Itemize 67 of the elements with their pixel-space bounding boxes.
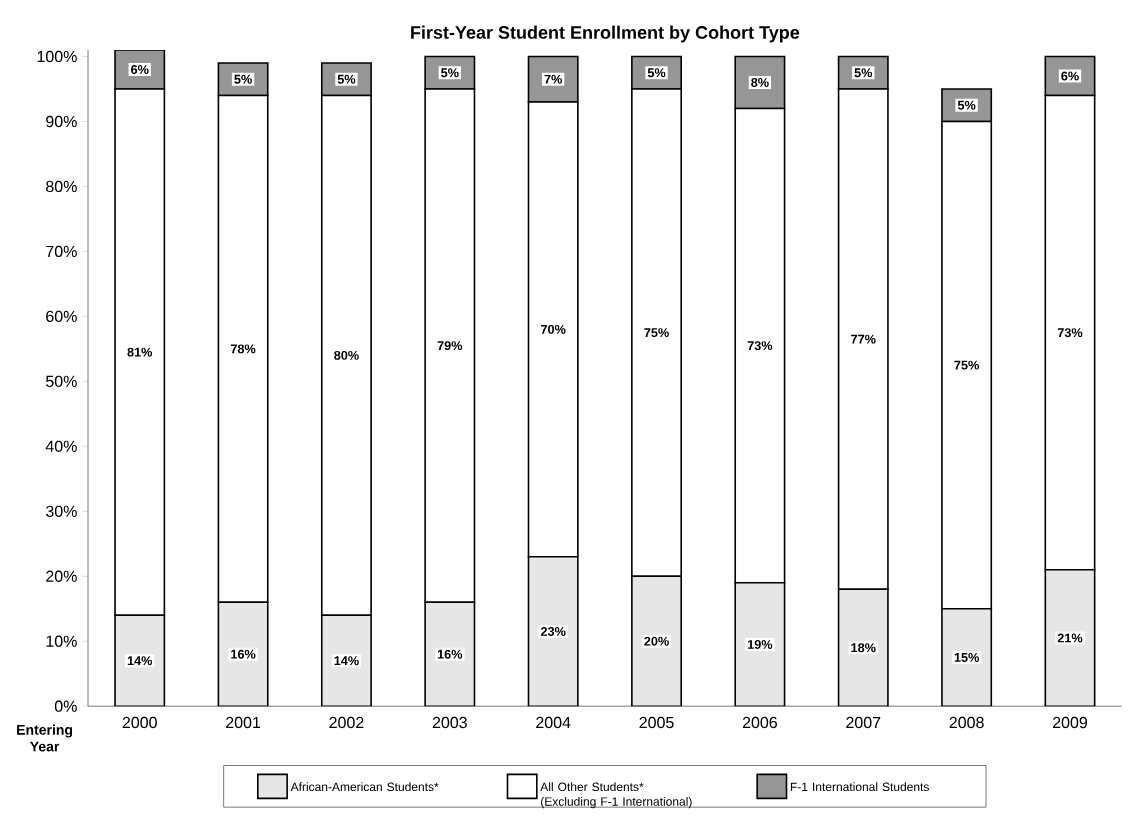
y-tick-label: 0%	[54, 700, 77, 713]
legend-label: F-1 International Students	[790, 782, 929, 792]
x-tick-label: 2002	[329, 717, 364, 729]
data-label: 16%	[231, 649, 256, 659]
data-label: 6%	[1061, 71, 1079, 81]
data-label: 75%	[644, 328, 669, 338]
x-tick-label: 2005	[639, 717, 674, 729]
data-label: 18%	[851, 643, 876, 653]
y-tick-label: 10%	[46, 635, 77, 648]
y-tick-label: 50%	[46, 375, 77, 388]
data-label: 19%	[748, 640, 773, 650]
chart-title: First-Year Student Enrollment by Cohort Type	[411, 25, 800, 43]
x-tick-label: 2007	[846, 717, 881, 729]
y-tick-label: 100%	[37, 51, 77, 63]
data-label: 15%	[954, 653, 979, 663]
x-tick-label: 2004	[536, 717, 571, 729]
data-label: 5%	[441, 68, 459, 78]
bar	[527, 556, 579, 707]
data-label: 7%	[544, 74, 562, 84]
bar	[631, 575, 682, 707]
data-label: 73%	[1057, 328, 1083, 338]
data-label: 73%	[747, 341, 773, 351]
data-label: 14%	[127, 656, 153, 666]
y-tick-label: 80%	[46, 180, 77, 193]
bar	[424, 601, 476, 707]
data-label: 75%	[954, 360, 979, 370]
x-tick-label: 2003	[432, 717, 467, 729]
x-tick-label: 2006	[742, 717, 777, 729]
legend-label: All Other Students* (Excluding F-1 International)	[540, 782, 692, 809]
bar	[941, 608, 993, 707]
data-label: 79%	[437, 341, 463, 351]
data-label: 77%	[851, 334, 876, 344]
bar	[837, 588, 889, 707]
data-label: 70%	[541, 325, 566, 335]
legend-label: African-American Students*	[290, 782, 439, 792]
data-label: 5%	[234, 74, 252, 84]
data-label: 8%	[751, 78, 769, 88]
y-tick-label: 30%	[45, 505, 77, 518]
y-tick-label: 70%	[46, 245, 77, 258]
bar	[114, 614, 166, 707]
x-tick-label: 2008	[949, 717, 984, 729]
y-tick-label: 90%	[46, 116, 77, 128]
bar	[1044, 569, 1096, 707]
x-axis-title: Entering Year	[17, 724, 73, 752]
data-label: 16%	[437, 649, 463, 659]
data-label: 78%	[230, 344, 256, 354]
data-label: 14%	[334, 656, 359, 666]
data-label: 5%	[337, 74, 356, 84]
y-tick-label: 20%	[46, 570, 77, 583]
data-label: 21%	[1057, 633, 1083, 643]
data-label: 5%	[647, 68, 666, 78]
x-tick-label: 2001	[226, 717, 261, 729]
data-label: 6%	[131, 65, 149, 75]
bar	[217, 601, 269, 707]
data-label: 20%	[644, 636, 669, 646]
data-label: 5%	[854, 68, 873, 78]
y-tick-label: 60%	[46, 310, 77, 323]
data-label: 81%	[127, 347, 153, 357]
data-label: 23%	[540, 627, 566, 637]
data-label: 80%	[334, 351, 359, 361]
y-tick-label: 40%	[45, 440, 77, 453]
bar	[734, 582, 786, 707]
x-tick-label: 2009	[1052, 717, 1088, 729]
bar	[320, 614, 372, 707]
bar	[114, 50, 166, 90]
x-tick-label: 2000	[122, 717, 157, 729]
data-label: 5%	[957, 100, 976, 110]
